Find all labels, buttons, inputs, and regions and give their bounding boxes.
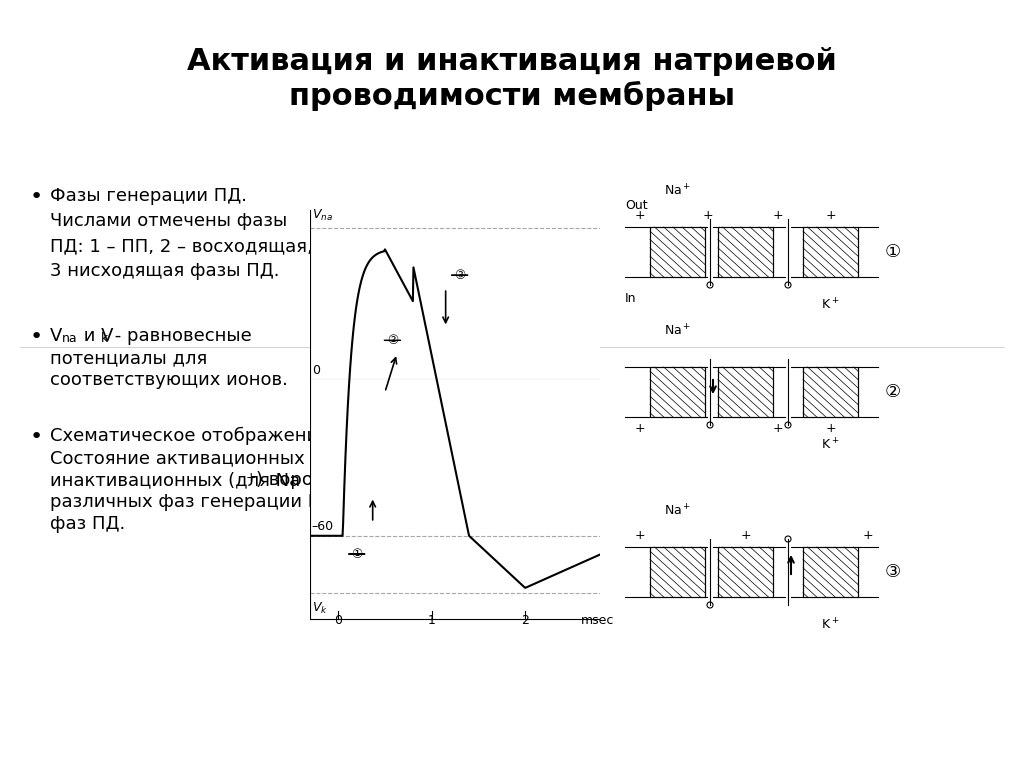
Bar — [803, 367, 858, 417]
Text: и V: и V — [78, 327, 114, 345]
Text: 2: 2 — [521, 614, 529, 627]
Bar — [650, 367, 705, 417]
Text: Out: Out — [625, 199, 647, 212]
Text: na: na — [62, 332, 78, 345]
Text: Фазы генерации ПД.
Числами отмечены фазы
ПД: 1 – ПП, 2 – восходящая,
3 нисходяща: Фазы генерации ПД. Числами отмечены фазы… — [50, 187, 312, 280]
Text: +: + — [635, 422, 645, 435]
Text: +: + — [315, 449, 326, 462]
Text: k: k — [101, 332, 109, 345]
Text: K$^+$: K$^+$ — [821, 297, 840, 312]
Text: +: + — [862, 529, 873, 542]
Text: ) ворот во время: ) ворот во время — [256, 471, 414, 489]
Text: .: . — [418, 427, 424, 445]
Bar — [803, 227, 858, 277]
Text: Na$^+$: Na$^+$ — [664, 184, 691, 199]
Text: +: + — [635, 209, 645, 222]
Text: +: + — [740, 529, 751, 542]
Bar — [718, 547, 773, 597]
Bar — [650, 367, 705, 417]
Text: +: + — [702, 209, 714, 222]
Text: ①: ① — [885, 243, 901, 261]
Text: +: + — [773, 209, 783, 222]
Text: ③: ③ — [885, 563, 901, 581]
Bar — [718, 367, 773, 417]
Text: +: + — [355, 449, 366, 462]
Text: +: + — [825, 422, 836, 435]
Text: msec: msec — [582, 614, 614, 627]
Text: In: In — [625, 292, 637, 305]
Bar — [803, 547, 858, 597]
Text: Состояние активационных (для Na: Состояние активационных (для Na — [50, 449, 383, 467]
Bar — [718, 547, 773, 597]
Text: ①: ① — [351, 548, 362, 561]
Text: 0: 0 — [334, 614, 342, 627]
Text: Na$^+$: Na$^+$ — [664, 324, 691, 339]
Text: 1: 1 — [428, 614, 435, 627]
Text: фаз ПД.: фаз ПД. — [50, 515, 125, 533]
Text: Активация и инактивация натриевой
проводимости мембраны: Активация и инактивация натриевой провод… — [187, 47, 837, 111]
Bar — [650, 227, 705, 277]
Bar — [803, 367, 858, 417]
Text: $V_{na}$: $V_{na}$ — [312, 208, 333, 223]
Text: +: + — [773, 422, 783, 435]
Text: соответствующих ионов.: соответствующих ионов. — [50, 371, 288, 389]
Text: +: + — [246, 471, 257, 484]
Text: Схематическое отображение цикла: Схематическое отображение цикла — [50, 427, 398, 446]
Bar — [718, 227, 773, 277]
Text: •: • — [30, 187, 43, 207]
Bar — [718, 367, 773, 417]
Text: потенциалы для: потенциалы для — [50, 349, 207, 367]
Text: •: • — [30, 327, 43, 347]
Text: 0: 0 — [312, 364, 319, 377]
Text: V: V — [50, 327, 62, 345]
Bar — [803, 547, 858, 597]
Text: ②: ② — [885, 383, 901, 401]
Bar — [803, 227, 858, 277]
Text: +: + — [825, 209, 836, 222]
Bar — [718, 227, 773, 277]
Text: и К: и К — [325, 449, 360, 467]
Text: K$^+$: K$^+$ — [821, 437, 840, 453]
Text: ②: ② — [387, 334, 398, 347]
Bar — [650, 547, 705, 597]
Text: ) и: ) и — [362, 449, 387, 467]
Text: –60: –60 — [312, 520, 334, 533]
Text: - равновесные: - равновесные — [109, 327, 252, 345]
Text: K$^+$: K$^+$ — [821, 617, 840, 632]
Text: А. Ходжкина: А. Ходжкина — [319, 427, 455, 445]
Bar — [650, 227, 705, 277]
Text: различных фаз генерации ПД. Числами отмечены: различных фаз генерации ПД. Числами отме… — [50, 493, 527, 511]
Text: •: • — [30, 427, 43, 447]
Text: Na$^+$: Na$^+$ — [664, 504, 691, 519]
Text: +: + — [635, 529, 645, 542]
Text: инактивационных (для Na: инактивационных (для Na — [50, 471, 300, 489]
Text: ③: ③ — [454, 268, 465, 281]
Bar — [650, 547, 705, 597]
Text: $V_k$: $V_k$ — [312, 601, 328, 616]
